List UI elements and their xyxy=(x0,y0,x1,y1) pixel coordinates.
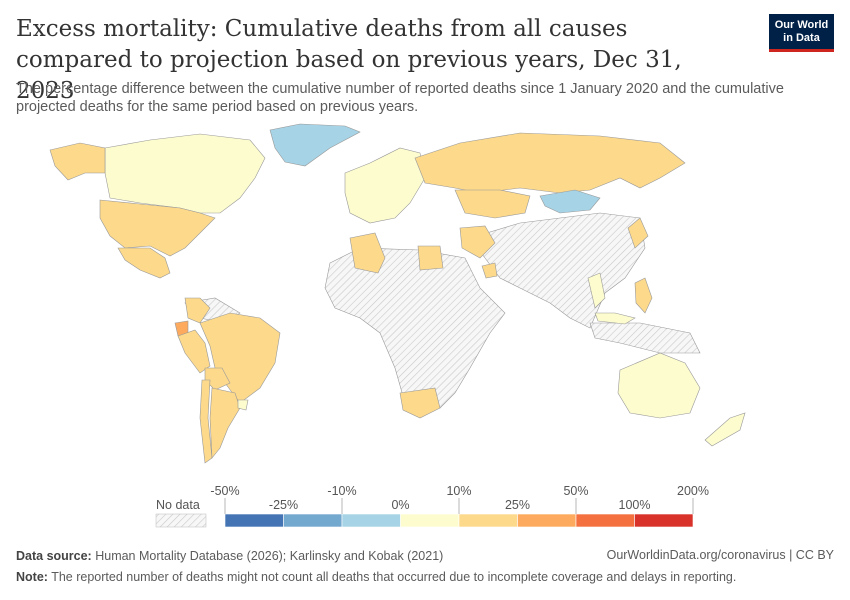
legend-tick-top: 10% xyxy=(446,484,471,498)
region-kazakhstan[interactable]: Kazakhstan xyxy=(454,189,531,219)
legend-swatch-3 xyxy=(400,513,460,528)
chart-title: Excess mortality: Cumulative deaths from… xyxy=(16,16,682,104)
no-data-africa[interactable] xyxy=(324,247,506,409)
logo-line-1: Our World xyxy=(774,19,829,31)
region-europe[interactable]: Europe xyxy=(344,147,426,224)
legend-swatch-4 xyxy=(458,513,518,528)
region-brazil[interactable]: Brazil xyxy=(199,312,281,404)
region-uruguay[interactable]: Uruguay xyxy=(237,399,249,411)
legend-tick-top: -50% xyxy=(210,484,239,498)
legend-swatch-0 xyxy=(224,513,284,528)
legend-no-data-swatch xyxy=(155,513,207,528)
logo-line-2: in Data xyxy=(783,32,820,44)
region-japan[interactable]: Japan xyxy=(627,217,649,249)
region-colombia[interactable]: Colombia xyxy=(184,297,211,324)
legend-tick-bottom: 25% xyxy=(505,498,530,512)
legend-tick-bottom: -25% xyxy=(269,498,298,512)
chart-note: Note: The reported number of deaths migh… xyxy=(16,569,736,585)
data-source: Data source: Human Mortality Database (2… xyxy=(16,548,443,564)
region-algeria[interactable]: Algeria xyxy=(349,232,386,274)
region-peru[interactable]: Peru xyxy=(177,329,211,374)
region-mexico[interactable]: Mexico xyxy=(117,247,171,279)
legend-swatch-6 xyxy=(575,513,635,528)
region-australia[interactable]: Australia xyxy=(617,352,701,419)
note-label: Note: xyxy=(16,570,48,584)
region-russia[interactable]: Russia xyxy=(414,132,686,194)
no-data-indonesia[interactable] xyxy=(589,322,701,354)
source-label: Data source: xyxy=(16,549,92,563)
world-map[interactable]: Greenland Canada Alaska United States Me… xyxy=(0,118,850,478)
owid-url[interactable]: OurWorldinData.org/coronavirus | CC BY xyxy=(606,548,834,562)
region-canada[interactable]: Canada xyxy=(104,133,266,214)
legend-tick-bottom: 0% xyxy=(391,498,409,512)
region-greenland[interactable]: Greenland xyxy=(269,123,361,167)
region-philippines[interactable]: Philippines xyxy=(634,277,653,314)
region-egypt[interactable]: Egypt xyxy=(417,245,444,271)
legend-swatch-1 xyxy=(283,513,343,528)
legend-swatch-5 xyxy=(517,513,577,528)
region-iran[interactable]: Iran xyxy=(459,225,496,259)
owid-logo[interactable]: Our World in Data xyxy=(769,14,834,52)
legend-swatch-7 xyxy=(634,513,694,528)
note-text: The reported number of deaths might not … xyxy=(51,570,737,584)
region-united-states[interactable]: United States xyxy=(99,199,216,257)
region-argentina[interactable]: Argentina xyxy=(209,387,241,459)
region-bolivia[interactable]: Bolivia xyxy=(204,367,231,391)
legend-no-data-label: No data xyxy=(156,498,200,512)
region-south-africa[interactable]: South Africa xyxy=(399,387,441,419)
source-text[interactable]: Human Mortality Database (2026); Karlins… xyxy=(95,549,444,563)
legend-swatch-2 xyxy=(341,513,401,528)
legend-tick-top: 200% xyxy=(677,484,709,498)
legend-tick-top: 50% xyxy=(563,484,588,498)
region-malaysia[interactable]: Malaysia xyxy=(594,312,636,325)
region-mongolia[interactable]: Mongolia xyxy=(539,189,601,214)
region-alaska[interactable]: Alaska xyxy=(49,142,106,181)
legend-tick-bottom: 100% xyxy=(619,498,651,512)
region-new-zealand[interactable]: New Zealand xyxy=(704,412,746,447)
legend-tick-top: -10% xyxy=(327,484,356,498)
color-legend: No data -50% -10% 10% 50% 200% -25% 0% 25% 100% xyxy=(155,484,709,528)
region-thailand[interactable]: Thailand xyxy=(587,272,606,309)
chart-subtitle: The percentage difference between the cu… xyxy=(16,81,784,115)
region-oman[interactable]: Oman xyxy=(481,262,498,279)
